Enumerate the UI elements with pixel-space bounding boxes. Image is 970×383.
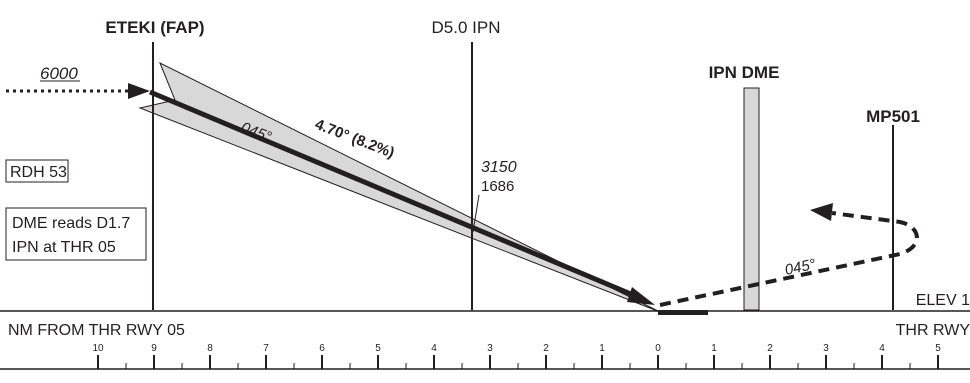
ipndme-tower <box>743 87 760 311</box>
scale-tick-label: 1 <box>711 343 717 354</box>
scale-tick-label: 2 <box>543 343 549 354</box>
scale-tick-label: 1 <box>599 343 605 354</box>
scale-tick-label: 8 <box>207 343 213 354</box>
scale-tick-label: 4 <box>431 343 437 354</box>
rdh-box <box>5 159 69 183</box>
scale-tick-label: 5 <box>375 343 381 354</box>
initial-approach-arrowhead <box>128 83 150 99</box>
final-approach-arrowhead <box>627 287 655 305</box>
scale-tick-label: 0 <box>655 343 661 354</box>
threshold-label: THR RWY <box>896 322 970 339</box>
dme-note-line1: DME reads D1.7 <box>12 215 130 232</box>
scale-tick-label: 10 <box>92 343 104 354</box>
nm-from-threshold-label: NM FROM THR RWY 05 <box>8 322 185 339</box>
eteki-fix-label: ETEKI (FAP) <box>105 18 204 37</box>
distance-scale-ticks: 10 9 8 7 6 5 4 3 2 1 0 1 2 3 4 5 <box>92 343 941 369</box>
scale-tick-label: 4 <box>879 343 885 354</box>
dme-note-box <box>5 207 147 261</box>
scale-tick-label: 2 <box>767 343 773 354</box>
scale-tick-label: 7 <box>263 343 269 354</box>
missed-approach-path <box>659 211 919 307</box>
initial-altitude: 6000 <box>40 64 78 83</box>
scale-tick-label: 3 <box>823 343 829 354</box>
altitude-leader-line <box>472 194 480 233</box>
d50-altitude: 3150 <box>481 159 517 176</box>
final-approach-track <box>149 89 639 300</box>
ipndme-label: IPN DME <box>709 63 780 82</box>
dme-note-line2: IPN at THR 05 <box>12 239 116 256</box>
d50-height: 1686 <box>481 178 514 195</box>
scale-tick-label: 6 <box>319 343 325 354</box>
missed-approach-arrowhead <box>810 203 833 221</box>
mp501-label: MP501 <box>866 107 920 126</box>
scale-tick-label: 5 <box>935 343 941 354</box>
runway-bar <box>658 310 708 315</box>
rdh-note: RDH 53 <box>10 164 67 181</box>
scale-tick-label: 3 <box>487 343 493 354</box>
d50-fix-label: D5.0 IPN <box>432 18 501 37</box>
elevation-label: ELEV 1 <box>916 292 970 309</box>
missed-course-label: 045° <box>783 256 817 279</box>
scale-tick-label: 9 <box>151 343 157 354</box>
